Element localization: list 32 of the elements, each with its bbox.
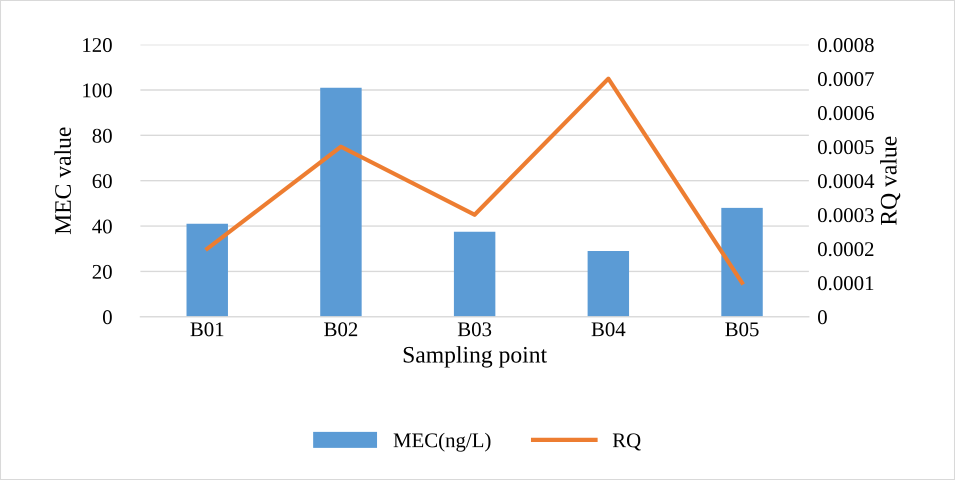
bar	[186, 224, 228, 317]
line-series	[205, 76, 744, 285]
x-tick-label: B01	[190, 322, 224, 336]
legend-label: RQ	[612, 433, 641, 451]
y-tick-label: 80	[92, 128, 112, 143]
y2-tick-label: 0.0004	[818, 174, 874, 188]
x-tick-label: B03	[458, 322, 492, 336]
y-tick-label: 40	[92, 219, 112, 234]
y-tick-label: 20	[92, 264, 112, 279]
x-tick-label: B05	[725, 322, 759, 336]
y2-tick-label: 0.0003	[818, 208, 874, 222]
bar	[721, 208, 763, 317]
bar	[454, 232, 496, 317]
y2-axis-title: RQ value	[880, 136, 900, 225]
y-tick-label: 120	[83, 38, 112, 52]
y2-tick-label: 0	[818, 310, 827, 324]
bar	[320, 88, 362, 317]
x-tick-label: B04	[592, 322, 626, 336]
y2-tick-label: 0.0001	[818, 276, 874, 290]
y-tick-label: 0	[102, 310, 112, 324]
y-tick-label: 100	[83, 83, 112, 98]
y-tick-label: 60	[92, 174, 112, 188]
y2-tick-label: 0.0005	[818, 140, 874, 154]
x-axis-title: Sampling point	[404, 346, 547, 368]
y2-tick-label: 0.0007	[818, 72, 874, 86]
y2-tick-label: 0.0008	[818, 38, 874, 52]
y-axis-title: MEC value	[54, 127, 72, 234]
x-tick-label: B02	[324, 322, 358, 336]
y2-tick-label: 0.0006	[818, 106, 874, 120]
y2-tick-label: 0.0002	[818, 242, 874, 256]
bar	[588, 251, 630, 317]
legend-label: MEC(ng/L)	[394, 432, 490, 452]
